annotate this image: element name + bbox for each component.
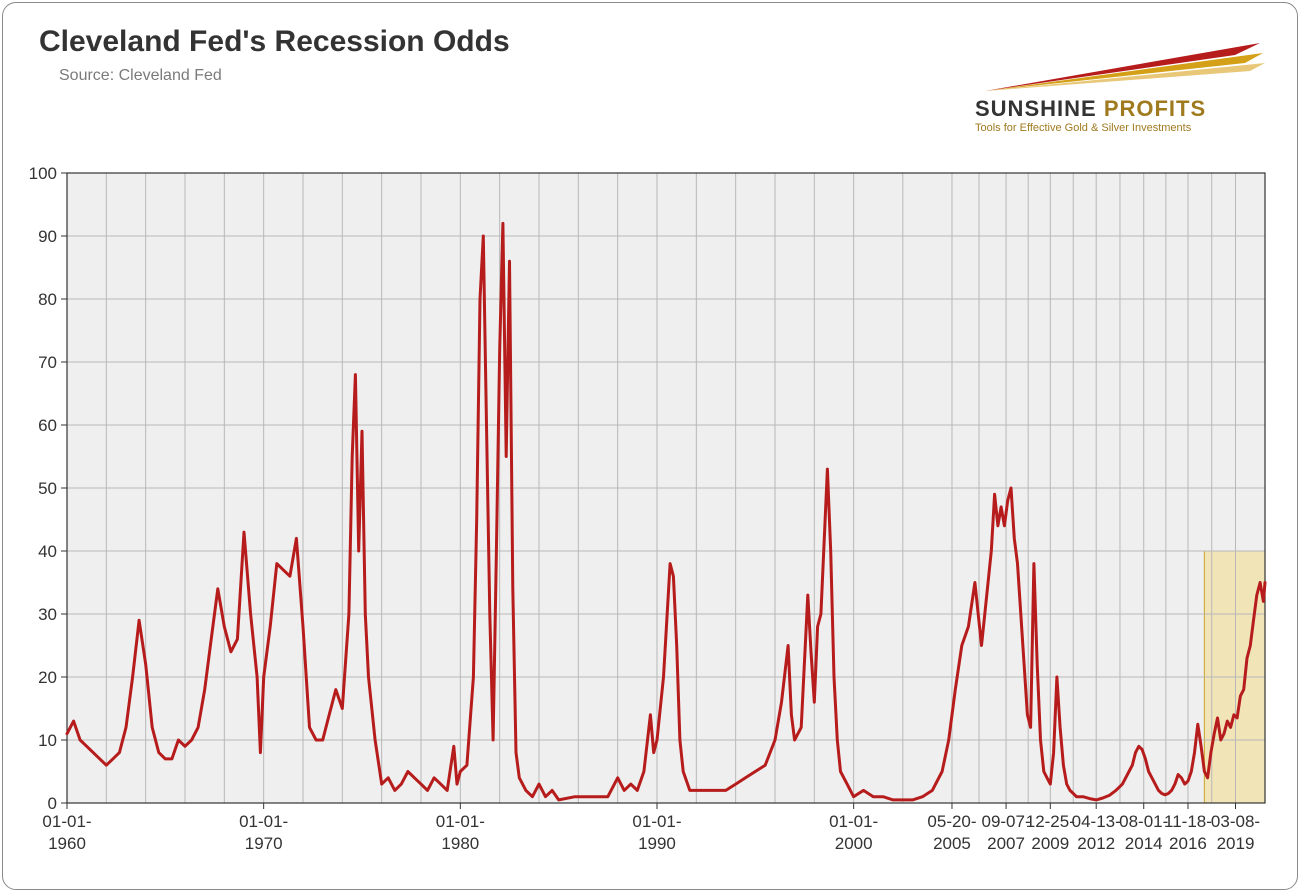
svg-text:01-01-1990: 01-01-1990 [632, 812, 681, 853]
line-chart: 0 10 20 30 40 50 60 70 80 90 100 01-01-1960 01-01-19… [3, 3, 1299, 891]
chart-card: Cleveland Fed's Recession Odds Source: C… [2, 2, 1298, 890]
svg-text:11-18-2016: 11-18-2016 [1164, 812, 1212, 853]
svg-text:05-20-2005: 05-20-2005 [927, 812, 976, 853]
svg-text:0: 0 [48, 794, 57, 813]
svg-text:50: 50 [38, 479, 57, 498]
svg-text:30: 30 [38, 605, 57, 624]
svg-text:08-01-2014: 08-01-2014 [1119, 812, 1168, 853]
svg-text:01-01-1980: 01-01-1980 [436, 812, 485, 853]
svg-text:03-08-2019: 03-08-2019 [1211, 812, 1260, 853]
svg-text:80: 80 [38, 290, 57, 309]
svg-text:10: 10 [38, 731, 57, 750]
svg-text:20: 20 [38, 668, 57, 687]
svg-text:90: 90 [38, 227, 57, 246]
svg-text:70: 70 [38, 353, 57, 372]
svg-text:60: 60 [38, 416, 57, 435]
svg-text:100: 100 [29, 164, 57, 183]
svg-text:04-13-2012: 04-13-2012 [1072, 812, 1121, 853]
svg-text:12-25-2009: 12-25-2009 [1026, 812, 1075, 853]
svg-text:09-07-2007: 09-07-2007 [981, 812, 1030, 853]
svg-text:40: 40 [38, 542, 57, 561]
svg-text:01-01-1970: 01-01-1970 [239, 812, 288, 853]
svg-text:01-01-1960: 01-01-1960 [42, 812, 91, 853]
svg-text:01-01-2000: 01-01-2000 [829, 812, 878, 853]
